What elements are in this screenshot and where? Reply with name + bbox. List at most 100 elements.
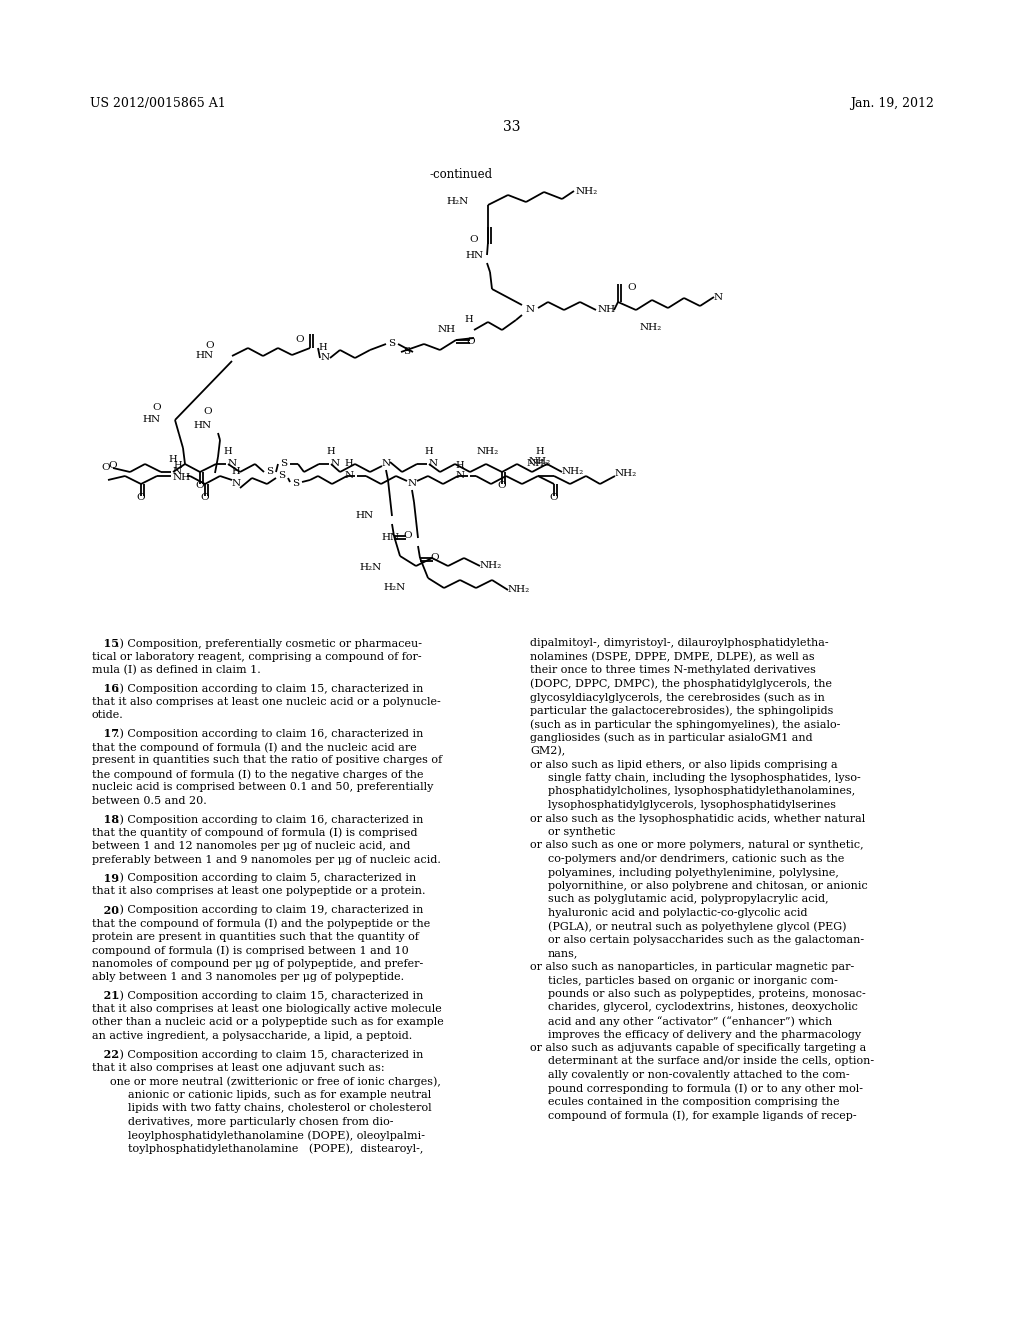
- Text: nans,: nans,: [548, 949, 579, 958]
- Text: ally covalently or non-covalently attached to the com-: ally covalently or non-covalently attach…: [548, 1071, 850, 1080]
- Text: .) Composition according to claim 16, characterized in: .) Composition according to claim 16, ch…: [116, 729, 423, 739]
- Text: N: N: [331, 459, 340, 469]
- Text: O: O: [296, 335, 304, 345]
- Text: ticles, particles based on organic or inorganic com-: ticles, particles based on organic or in…: [548, 975, 838, 986]
- Text: protein are present in quantities such that the quantity of: protein are present in quantities such t…: [92, 932, 419, 941]
- Text: gangliosides (such as in particular asialoGM1 and: gangliosides (such as in particular asia…: [530, 733, 813, 743]
- Text: Jan. 19, 2012: Jan. 19, 2012: [850, 96, 934, 110]
- Text: N: N: [714, 293, 723, 301]
- Text: otide.: otide.: [92, 710, 124, 721]
- Text: S: S: [281, 459, 288, 469]
- Text: O: O: [109, 461, 118, 470]
- Text: H: H: [223, 447, 232, 457]
- Text: O: O: [431, 553, 439, 562]
- Text: GM2),: GM2),: [530, 746, 565, 756]
- Text: NH₂: NH₂: [527, 458, 549, 467]
- Text: leoylphosphatidylethanolamine (DOPE), oleoylpalmi-: leoylphosphatidylethanolamine (DOPE), ol…: [128, 1130, 425, 1140]
- Text: 21: 21: [92, 990, 119, 1002]
- Text: O: O: [201, 494, 209, 503]
- Text: N: N: [321, 354, 330, 363]
- Text: compound of formula (I), for example ligands of recep-: compound of formula (I), for example lig…: [548, 1110, 857, 1121]
- Text: or also such as lipid ethers, or also lipids comprising a: or also such as lipid ethers, or also li…: [530, 759, 838, 770]
- Text: N: N: [525, 305, 535, 314]
- Text: .) Composition according to claim 15, characterized in: .) Composition according to claim 15, ch…: [116, 684, 423, 694]
- Text: O: O: [206, 341, 214, 350]
- Text: O: O: [136, 494, 145, 503]
- Text: N: N: [231, 479, 241, 488]
- Text: N: N: [228, 459, 238, 469]
- Text: 17: 17: [92, 729, 119, 739]
- Text: S: S: [279, 471, 286, 480]
- Text: single fatty chain, including the lysophosphatides, lyso-: single fatty chain, including the lysoph…: [548, 774, 861, 783]
- Text: that it also comprises at least one biologically active molecule: that it also comprises at least one biol…: [92, 1003, 441, 1014]
- Text: NH₂: NH₂: [575, 186, 598, 195]
- Text: H₂N: H₂N: [359, 564, 382, 573]
- Text: NH₂: NH₂: [562, 467, 585, 477]
- Text: NH₂: NH₂: [640, 323, 663, 333]
- Text: N: N: [429, 459, 438, 469]
- Text: phosphatidylcholines, lysophosphatidylethanolamines,: phosphatidylcholines, lysophosphatidylet…: [548, 787, 855, 796]
- Text: H: H: [456, 461, 464, 470]
- Text: HN: HN: [143, 416, 161, 425]
- Text: H: H: [536, 446, 545, 455]
- Text: .) Composition according to claim 16, characterized in: .) Composition according to claim 16, ch…: [116, 814, 423, 825]
- Text: .) Composition according to claim 15, characterized in: .) Composition according to claim 15, ch…: [116, 1049, 423, 1060]
- Text: .) Composition, preferentially cosmetic or pharmaceu-: .) Composition, preferentially cosmetic …: [116, 638, 422, 648]
- Text: or also such as adjuvants capable of specifically targeting a: or also such as adjuvants capable of spe…: [530, 1043, 866, 1053]
- Text: 22: 22: [92, 1049, 119, 1060]
- Text: (such as in particular the sphingomyelines), the asialo-: (such as in particular the sphingomyelin…: [530, 719, 841, 730]
- Text: nolamines (DSPE, DPPE, DMPE, DLPE), as well as: nolamines (DSPE, DPPE, DMPE, DLPE), as w…: [530, 652, 815, 661]
- Text: H₂N: H₂N: [384, 583, 406, 593]
- Text: NH₂: NH₂: [508, 586, 530, 594]
- Text: HN: HN: [382, 533, 400, 543]
- Text: HN: HN: [356, 511, 374, 520]
- Text: NH₂: NH₂: [477, 447, 499, 457]
- Text: .) Composition according to claim 5, characterized in: .) Composition according to claim 5, cha…: [116, 873, 416, 883]
- Text: 15: 15: [92, 638, 119, 649]
- Text: charides, glycerol, cyclodextrins, histones, deoxycholic: charides, glycerol, cyclodextrins, histo…: [548, 1002, 858, 1012]
- Text: (DOPC, DPPC, DMPC), the phosphatidylglycerols, the: (DOPC, DPPC, DMPC), the phosphatidylglyc…: [530, 678, 831, 689]
- Text: acid and any other “activator” (“enhancer”) which: acid and any other “activator” (“enhance…: [548, 1016, 833, 1027]
- Text: polyamines, including polyethylenimine, polylysine,: polyamines, including polyethylenimine, …: [548, 867, 839, 878]
- Text: H: H: [318, 343, 328, 352]
- Text: H: H: [425, 447, 433, 457]
- Text: or synthetic: or synthetic: [548, 828, 615, 837]
- Text: NH: NH: [173, 474, 191, 483]
- Text: co-polymers and/or dendrimers, cationic such as the: co-polymers and/or dendrimers, cationic …: [548, 854, 845, 865]
- Text: S: S: [388, 339, 395, 348]
- Text: 20: 20: [92, 904, 119, 916]
- Text: H: H: [231, 467, 241, 477]
- Text: improves the efficacy of delivery and the pharmacology: improves the efficacy of delivery and th…: [548, 1030, 861, 1040]
- Text: O: O: [628, 284, 636, 293]
- Text: O: O: [101, 462, 111, 471]
- Text: NH₂: NH₂: [615, 470, 637, 479]
- Text: particular the galactocerebrosides), the sphingolipids: particular the galactocerebrosides), the…: [530, 705, 834, 715]
- Text: or also such as nanoparticles, in particular magnetic par-: or also such as nanoparticles, in partic…: [530, 962, 854, 972]
- Text: or also such as the lysophosphatidic acids, whether natural: or also such as the lysophosphatidic aci…: [530, 813, 865, 824]
- Text: N: N: [381, 459, 390, 469]
- Text: O: O: [550, 494, 558, 503]
- Text: NH₂: NH₂: [480, 561, 502, 570]
- Text: H: H: [465, 315, 473, 325]
- Text: NH: NH: [438, 326, 456, 334]
- Text: determinant at the surface and/or inside the cells, option-: determinant at the surface and/or inside…: [548, 1056, 874, 1067]
- Text: .) Composition according to claim 19, characterized in: .) Composition according to claim 19, ch…: [116, 904, 423, 915]
- Text: between 1 and 12 nanomoles per μg of nucleic acid, and: between 1 and 12 nanomoles per μg of nuc…: [92, 841, 411, 851]
- Text: 16: 16: [92, 684, 119, 694]
- Text: US 2012/0015865 A1: US 2012/0015865 A1: [90, 96, 225, 110]
- Text: HN: HN: [196, 351, 214, 360]
- Text: S: S: [293, 479, 300, 488]
- Text: O: O: [403, 532, 413, 540]
- Text: or also such as one or more polymers, natural or synthetic,: or also such as one or more polymers, na…: [530, 841, 863, 850]
- Text: lysophosphatidylglycerols, lysophosphatidylserines: lysophosphatidylglycerols, lysophosphati…: [548, 800, 836, 810]
- Text: preferably between 1 and 9 nanomoles per μg of nucleic acid.: preferably between 1 and 9 nanomoles per…: [92, 854, 441, 865]
- Text: H: H: [345, 459, 353, 469]
- Text: hyaluronic acid and polylactic-co-glycolic acid: hyaluronic acid and polylactic-co-glycol…: [548, 908, 808, 917]
- Text: HN: HN: [466, 251, 484, 260]
- Text: H₂N: H₂N: [446, 198, 468, 206]
- Text: S: S: [403, 347, 411, 356]
- Text: NH: NH: [598, 305, 616, 314]
- Text: (PGLA), or neutral such as polyethylene glycol (PEG): (PGLA), or neutral such as polyethylene …: [548, 921, 847, 932]
- Text: 19: 19: [92, 873, 119, 884]
- Text: or also certain polysaccharides such as the galactoman-: or also certain polysaccharides such as …: [548, 935, 864, 945]
